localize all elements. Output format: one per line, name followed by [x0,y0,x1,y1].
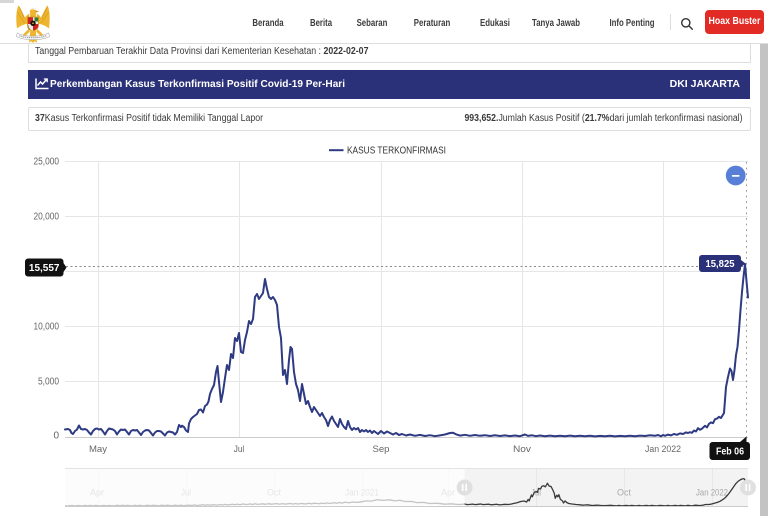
svg-text:Jul: Jul [531,488,541,498]
svg-text:5,000: 5,000 [38,377,59,388]
svg-text:20,000: 20,000 [34,212,60,223]
svg-text:Feb 06: Feb 06 [716,447,744,458]
svg-text:0: 0 [53,431,59,442]
svg-text:Nov: Nov [513,444,531,455]
svg-text:Sep: Sep [373,444,390,455]
svg-text:Jan 2022: Jan 2022 [645,444,681,455]
svg-text:Jan 2022: Jan 2022 [696,488,728,498]
svg-text:KASUS TERKONFIRMASI: KASUS TERKONFIRMASI [347,146,446,157]
svg-text:Oct: Oct [617,488,631,498]
svg-text:15,557: 15,557 [29,263,60,274]
svg-text:10,000: 10,000 [34,322,60,333]
svg-text:25,000: 25,000 [34,157,60,168]
svg-text:15,825: 15,825 [706,259,735,270]
svg-text:Jul: Jul [234,444,245,455]
svg-text:May: May [89,444,107,455]
